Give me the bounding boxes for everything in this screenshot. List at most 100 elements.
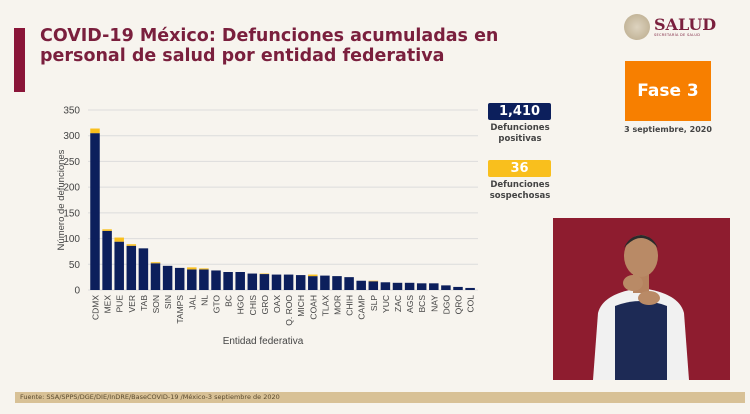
bar-positive xyxy=(308,276,318,290)
bar-positive xyxy=(271,274,282,290)
x-tick-label: ZAC xyxy=(393,295,403,312)
y-axis-label: Número de defunciones xyxy=(56,149,67,250)
y-tick-label: 200 xyxy=(63,183,80,194)
x-tick-label: PUE xyxy=(115,295,125,313)
bar-positive xyxy=(162,265,173,290)
bar-positive xyxy=(404,282,415,290)
y-tick-label: 350 xyxy=(63,106,80,117)
x-tick-label: SIN xyxy=(163,295,173,309)
bar-positive xyxy=(259,274,270,290)
x-tick-label: VER xyxy=(127,295,137,312)
x-tick-label: GTO xyxy=(212,295,222,314)
bar-positive xyxy=(429,283,439,290)
bar-positive xyxy=(368,281,379,290)
bar-positive xyxy=(344,277,354,290)
bar-suspect xyxy=(102,229,112,231)
seal-icon xyxy=(624,14,650,40)
bar-positive xyxy=(187,269,197,290)
sign-language-interpreter-video xyxy=(553,218,730,380)
x-tick-label: AGS xyxy=(405,295,415,313)
bar-positive xyxy=(126,245,137,290)
y-tick-label: 250 xyxy=(63,157,80,168)
bar-positive xyxy=(332,276,342,290)
bar-suspect xyxy=(368,280,379,282)
x-tick-label: DGO xyxy=(441,295,451,315)
x-tick-label: COAH xyxy=(308,295,318,320)
bar-positive xyxy=(90,133,100,290)
salud-logo: SALUD SECRETARÍA DE SALUD xyxy=(624,14,716,40)
y-tick-label: 50 xyxy=(69,260,81,271)
bar-positive xyxy=(211,270,221,290)
bar-suspect xyxy=(150,262,161,264)
x-tick-label: TLAX xyxy=(320,295,330,317)
bar-positive xyxy=(356,280,366,290)
bar-positive xyxy=(235,272,245,290)
x-tick-label: GRO xyxy=(260,295,270,315)
x-tick-label: SON xyxy=(151,295,161,313)
x-tick-label: QRO xyxy=(454,295,464,315)
page-title: COVID-19 México: Defunciones acumuladas … xyxy=(40,26,499,66)
bar-suspect xyxy=(114,237,124,242)
bar-positive xyxy=(247,273,258,290)
x-tick-label: MOR xyxy=(333,295,343,315)
positive-deaths-total: 1,410 xyxy=(488,103,551,120)
x-tick-label: BC xyxy=(224,295,234,307)
x-tick-label: COL xyxy=(466,295,476,313)
bar-suspect xyxy=(187,267,197,270)
logo-text: SALUD xyxy=(654,15,717,34)
x-tick-label: CHIH xyxy=(345,295,355,316)
x-tick-label: MEX xyxy=(103,295,113,314)
logo-subtext: SECRETARÍA DE SALUD xyxy=(654,33,701,37)
bar-suspect xyxy=(199,268,209,270)
y-tick-label: 300 xyxy=(63,131,80,142)
bar-positive xyxy=(380,282,391,290)
bar-positive xyxy=(441,285,451,290)
y-tick-label: 100 xyxy=(63,234,80,245)
source-footer: Fuente: SSA/SPPS/DGE/DIE/InDRE/BaseCOVID… xyxy=(15,392,745,403)
bar-positive xyxy=(138,248,149,290)
x-tick-label: NL xyxy=(199,295,209,306)
bar-positive xyxy=(223,272,233,290)
bar-positive xyxy=(392,282,403,290)
x-tick-label: NAY xyxy=(429,295,439,312)
x-tick-label: HGO xyxy=(236,295,246,315)
positive-deaths-label: Defunciones positivas xyxy=(490,123,550,144)
x-axis-label: Entidad federativa xyxy=(223,336,304,347)
bar-positive xyxy=(453,286,463,290)
x-tick-label: YUC xyxy=(381,295,391,313)
bar-positive xyxy=(150,263,161,290)
bar-suspect xyxy=(126,244,137,246)
bar-positive xyxy=(320,275,330,290)
bar-suspect xyxy=(90,128,100,134)
x-tick-label: MICH xyxy=(296,295,306,317)
bar-positive xyxy=(114,241,124,290)
x-tick-label: OAX xyxy=(272,295,282,313)
phase-badge: Fase 3 xyxy=(625,61,711,121)
bar-positive xyxy=(295,275,306,290)
x-tick-label: CAMP xyxy=(357,295,367,320)
title-accent-bar xyxy=(14,28,25,92)
y-tick-label: 150 xyxy=(63,208,80,219)
x-tick-label: TAB xyxy=(139,295,149,311)
x-tick-label: TAMPS xyxy=(175,295,185,324)
bar-positive xyxy=(102,230,112,290)
x-tick-label: BCS xyxy=(417,295,427,313)
x-tick-label: Q. ROO xyxy=(284,295,294,326)
x-tick-label: JAL xyxy=(187,295,197,310)
interpreter-figure-icon xyxy=(593,235,689,380)
x-tick-label: CDMX xyxy=(91,295,101,320)
bar-suspect xyxy=(259,273,270,275)
bar-positive xyxy=(416,283,427,290)
bar-positive xyxy=(465,287,475,290)
bar-suspect xyxy=(308,274,318,277)
x-tick-label: CHIS xyxy=(248,295,258,316)
suspect-deaths-label: Defunciones sospechosas xyxy=(489,180,551,201)
bar-positive xyxy=(199,269,209,290)
report-date: 3 septiembre, 2020 xyxy=(624,125,712,134)
bar-positive xyxy=(174,267,185,290)
suspect-deaths-total: 36 xyxy=(488,160,551,177)
bar-positive xyxy=(283,274,294,290)
x-tick-label: SLP xyxy=(369,295,379,311)
y-tick-label: 0 xyxy=(74,286,80,297)
